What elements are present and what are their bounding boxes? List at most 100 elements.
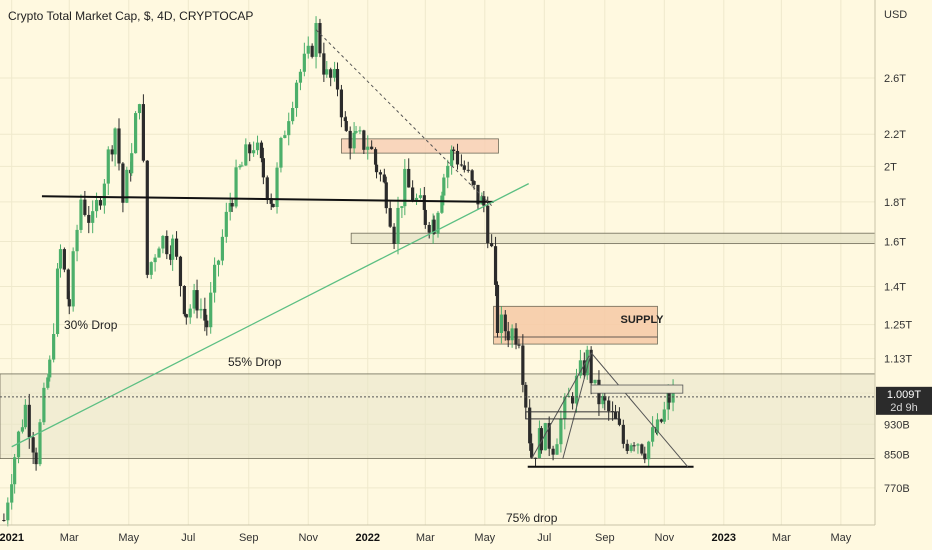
candle-body	[521, 345, 525, 385]
candle-body	[427, 224, 431, 233]
candlesticks	[2, 16, 675, 527]
candle-body	[291, 108, 295, 122]
candle-body	[625, 443, 629, 451]
price-zone	[0, 373, 876, 459]
candle-body	[248, 144, 252, 154]
candle-body	[298, 71, 303, 83]
candle-body	[310, 45, 314, 57]
candle-body	[407, 168, 411, 188]
candle-body	[102, 183, 106, 206]
candle-body	[149, 262, 153, 275]
candle-body	[613, 411, 618, 419]
candle-body	[647, 441, 651, 460]
candle-body	[472, 181, 476, 185]
candle-body	[589, 349, 593, 384]
candle-body	[83, 199, 87, 215]
candle-body	[574, 375, 579, 404]
drop-55-annotation: 55% Drop	[228, 355, 282, 369]
candle-body	[629, 445, 633, 451]
candle-body	[244, 144, 248, 166]
candle-body	[240, 165, 244, 167]
candle-body	[71, 251, 75, 307]
wedge-line	[562, 352, 592, 459]
candle-body	[451, 149, 456, 151]
candle-body	[358, 130, 362, 132]
candle-body	[432, 219, 436, 234]
candle-body	[169, 254, 173, 260]
candle-body	[283, 135, 287, 138]
candle-body	[174, 238, 179, 257]
candle-body	[607, 400, 611, 412]
candle-body	[655, 419, 660, 433]
candle-body	[48, 359, 52, 378]
candle-body	[252, 150, 256, 154]
candle-body	[67, 299, 71, 307]
price-tick-label: 2.6T	[884, 73, 906, 85]
candle-body	[578, 360, 583, 376]
candle-body	[352, 132, 356, 149]
candle-body	[392, 226, 396, 244]
candle-body	[563, 396, 567, 419]
time-tick-label: Sep	[595, 532, 615, 544]
candle-body	[110, 149, 114, 155]
candle-body	[234, 167, 238, 207]
candle-body	[411, 187, 415, 202]
candle-body	[261, 158, 265, 178]
candle-body	[493, 246, 498, 285]
candle-body	[279, 137, 283, 168]
candle-body	[27, 404, 31, 438]
candle-body	[621, 424, 625, 444]
candle-body	[403, 168, 407, 207]
time-tick-label: May	[830, 532, 851, 544]
candle-body	[476, 184, 480, 205]
candle-body	[195, 290, 199, 311]
candle-body	[659, 419, 663, 422]
price-zones	[0, 138, 876, 459]
time-axis-labels[interactable]: 2021 Mar May Jul Sep Nov 2022 Mar May Jul Sep Nov 20…	[0, 532, 852, 544]
candle-body	[66, 269, 70, 300]
candle-body	[640, 444, 644, 454]
price-tick-label: 850B	[884, 450, 910, 462]
time-tick-label: Sep	[239, 532, 259, 544]
candle-body	[199, 308, 203, 311]
candle-body	[593, 379, 597, 384]
candle-body	[165, 235, 169, 255]
candle-body	[238, 166, 242, 168]
candle-body	[188, 308, 192, 318]
candle-body	[6, 502, 10, 521]
candle-body	[555, 444, 559, 455]
candle-body	[603, 396, 607, 401]
candle-body	[230, 202, 234, 207]
candle-body	[455, 150, 460, 165]
candle-body	[490, 243, 494, 247]
candle-body	[113, 128, 117, 155]
candle-body	[192, 290, 196, 309]
candle-body	[528, 407, 532, 444]
candle-body	[178, 256, 183, 287]
candle-body	[121, 163, 125, 203]
candle-body	[537, 428, 542, 459]
consolidation-box	[525, 411, 619, 420]
candle-body	[224, 211, 228, 237]
wedge-line	[531, 355, 590, 459]
candle-body	[643, 453, 647, 460]
candle-body	[373, 149, 378, 165]
price-zone	[341, 138, 499, 154]
time-tick-label: Mar	[416, 532, 435, 544]
candle-body	[314, 23, 318, 57]
candle-body	[125, 169, 129, 203]
candle-body	[533, 457, 538, 459]
candle-body	[130, 153, 134, 174]
candle-body	[269, 198, 273, 204]
candle-body	[137, 104, 142, 114]
candle-body	[339, 89, 344, 118]
price-tick-label: 1.25T	[884, 320, 912, 332]
candle-body	[436, 212, 440, 234]
drop-75-annotation: 75% drop	[506, 511, 558, 525]
candle-body	[220, 236, 225, 261]
candle-body	[388, 208, 392, 227]
candle-body	[13, 457, 17, 485]
time-tick-label: 2023	[712, 532, 736, 544]
candle-body	[450, 149, 454, 166]
